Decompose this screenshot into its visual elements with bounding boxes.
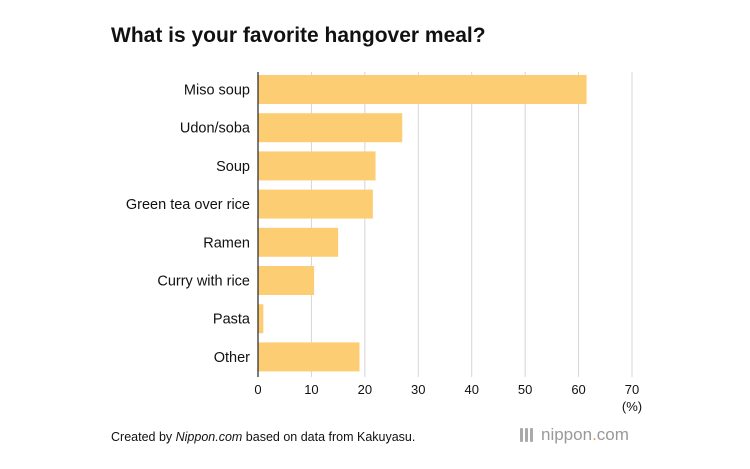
x-tick-label: 60	[571, 382, 585, 397]
x-tick-label: 0	[254, 382, 261, 397]
category-label: Green tea over rice	[126, 197, 250, 213]
category-label: Other	[214, 350, 250, 366]
unit-label: (%)	[622, 399, 642, 414]
source-credit: Created by Nippon.com based on data from…	[111, 430, 415, 444]
x-tick-label: 40	[464, 382, 478, 397]
bar	[258, 189, 373, 219]
x-tick-label: 50	[518, 382, 532, 397]
bar	[258, 266, 315, 295]
nippon-logo: nippon. com	[520, 425, 629, 445]
bar	[258, 75, 587, 104]
category-label: Pasta	[213, 312, 251, 328]
bar	[258, 151, 376, 181]
category-label: Curry with rice	[157, 274, 250, 290]
logo-name: nippon	[541, 425, 593, 444]
x-tick-label: 70	[625, 382, 639, 397]
category-label: Soup	[216, 159, 250, 175]
bars	[258, 75, 587, 372]
bar	[258, 342, 360, 372]
x-tick-label: 10	[304, 382, 318, 397]
bar	[258, 304, 264, 334]
credit-suffix: based on data from Kakuyasu.	[242, 430, 416, 444]
category-label: Miso soup	[184, 83, 250, 99]
category-label: Ramen	[203, 235, 250, 251]
credit-source: Nippon.com	[175, 430, 243, 444]
bar	[258, 113, 403, 143]
logo-tld: com	[596, 425, 629, 444]
bar	[258, 227, 339, 257]
category-label: Udon/soba	[180, 121, 251, 137]
chart-title: What is your favorite hangover meal?	[111, 24, 486, 47]
x-tick-label: 30	[411, 382, 425, 397]
logo-dot: .	[592, 425, 597, 444]
grid-lines	[310, 72, 633, 377]
category-labels: Miso soup Udon/soba Soup Green tea over ric…	[126, 83, 251, 366]
credit-prefix: Created by	[111, 430, 176, 444]
logo-mark-icon	[520, 428, 536, 442]
tick-labels: 0 10 20 30 40 50 60 70	[254, 382, 639, 397]
x-tick-label: 20	[358, 382, 372, 397]
